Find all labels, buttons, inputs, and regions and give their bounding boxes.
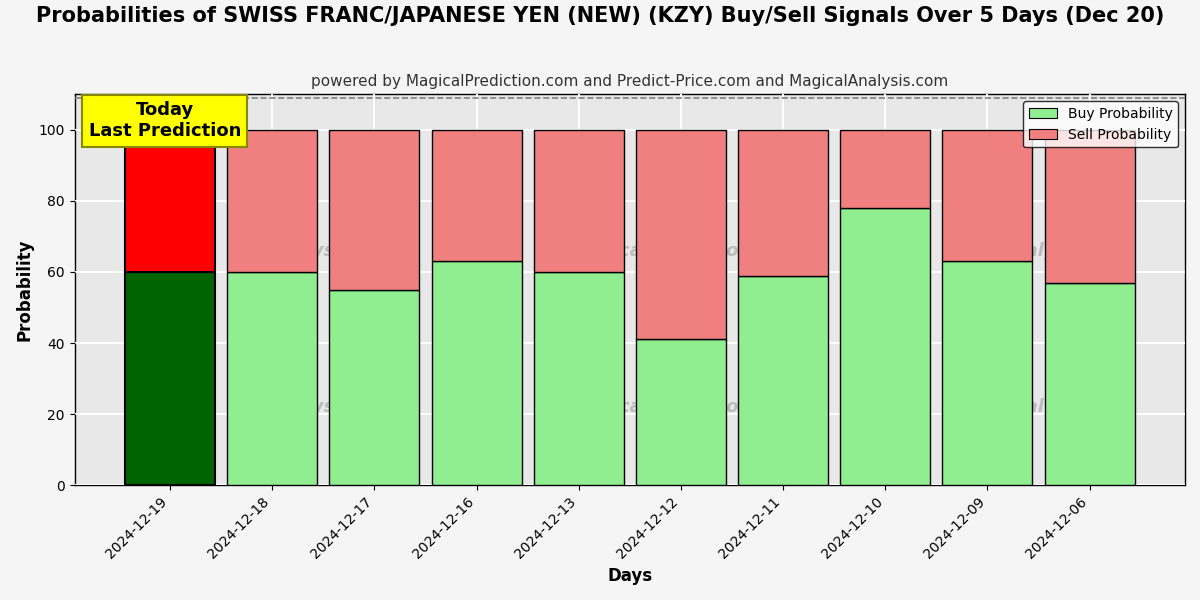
Bar xyxy=(125,272,215,485)
Bar xyxy=(227,130,317,272)
Bar xyxy=(330,290,419,485)
Bar xyxy=(432,130,522,262)
Legend: Buy Probability, Sell Probability: Buy Probability, Sell Probability xyxy=(1024,101,1178,148)
Bar xyxy=(330,130,419,290)
Text: calAnalysis.com: calAnalysis.com xyxy=(238,242,400,260)
Text: calAnalysis.com: calAnalysis.com xyxy=(971,398,1133,416)
Text: Today
Last Prediction: Today Last Prediction xyxy=(89,101,241,140)
Bar xyxy=(738,275,828,485)
X-axis label: Days: Days xyxy=(607,567,653,585)
Title: powered by MagicalPrediction.com and Predict-Price.com and MagicalAnalysis.com: powered by MagicalPrediction.com and Pre… xyxy=(311,74,948,89)
Bar xyxy=(636,340,726,485)
Bar xyxy=(1045,130,1134,283)
Bar xyxy=(534,130,624,272)
Bar xyxy=(840,208,930,485)
Bar xyxy=(840,130,930,208)
Bar xyxy=(227,272,317,485)
Text: MagicalPrediction.com: MagicalPrediction.com xyxy=(570,398,800,416)
Text: Probabilities of SWISS FRANC/JAPANESE YEN (NEW) (KZY) Buy/Sell Signals Over 5 Da: Probabilities of SWISS FRANC/JAPANESE YE… xyxy=(36,6,1164,26)
Bar xyxy=(125,130,215,272)
Bar xyxy=(942,130,1032,262)
Bar xyxy=(738,130,828,275)
Bar xyxy=(942,262,1032,485)
Text: calAnalysis.com: calAnalysis.com xyxy=(238,398,400,416)
Bar xyxy=(534,272,624,485)
Bar xyxy=(432,262,522,485)
Text: calAnalysis.com: calAnalysis.com xyxy=(971,242,1133,260)
Y-axis label: Probability: Probability xyxy=(16,238,34,341)
Bar xyxy=(636,130,726,340)
Bar xyxy=(1045,283,1134,485)
Text: MagicalPrediction.com: MagicalPrediction.com xyxy=(570,242,800,260)
